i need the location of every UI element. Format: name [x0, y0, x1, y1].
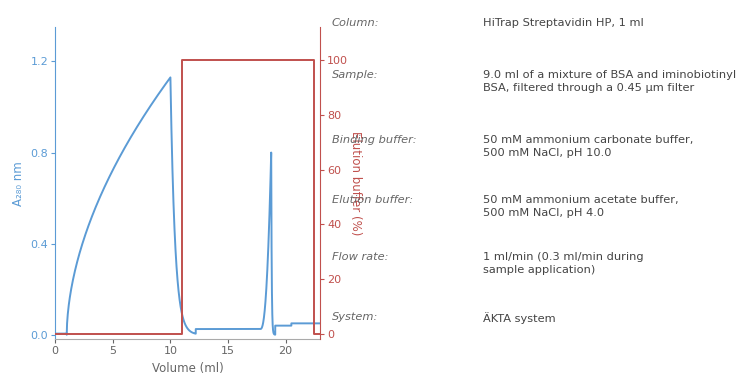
Text: ÄKTA system: ÄKTA system [483, 312, 556, 324]
Text: Elution buffer:: Elution buffer: [332, 195, 413, 205]
Text: Flow rate:: Flow rate: [332, 252, 388, 262]
Y-axis label: A₂₈₀ nm: A₂₈₀ nm [12, 161, 25, 206]
X-axis label: Volume (ml): Volume (ml) [152, 362, 224, 375]
Text: Sample:: Sample: [332, 70, 378, 80]
Text: Binding buffer:: Binding buffer: [332, 135, 417, 145]
Text: 1 ml/min (0.3 ml/min during
sample application): 1 ml/min (0.3 ml/min during sample appli… [483, 252, 643, 275]
Text: System:: System: [332, 312, 378, 322]
Text: Column:: Column: [332, 18, 379, 28]
Y-axis label: Elution buffer (%): Elution buffer (%) [349, 131, 362, 236]
Text: 50 mM ammonium acetate buffer,
500 mM NaCl, pH 4.0: 50 mM ammonium acetate buffer, 500 mM Na… [483, 195, 679, 218]
Text: 50 mM ammonium carbonate buffer,
500 mM NaCl, pH 10.0: 50 mM ammonium carbonate buffer, 500 mM … [483, 135, 693, 158]
Text: HiTrap Streptavidin HP, 1 ml: HiTrap Streptavidin HP, 1 ml [483, 18, 643, 28]
Text: 9.0 ml of a mixture of BSA and iminobiotinylated
BSA, filtered through a 0.45 μm: 9.0 ml of a mixture of BSA and iminobiot… [483, 70, 736, 93]
